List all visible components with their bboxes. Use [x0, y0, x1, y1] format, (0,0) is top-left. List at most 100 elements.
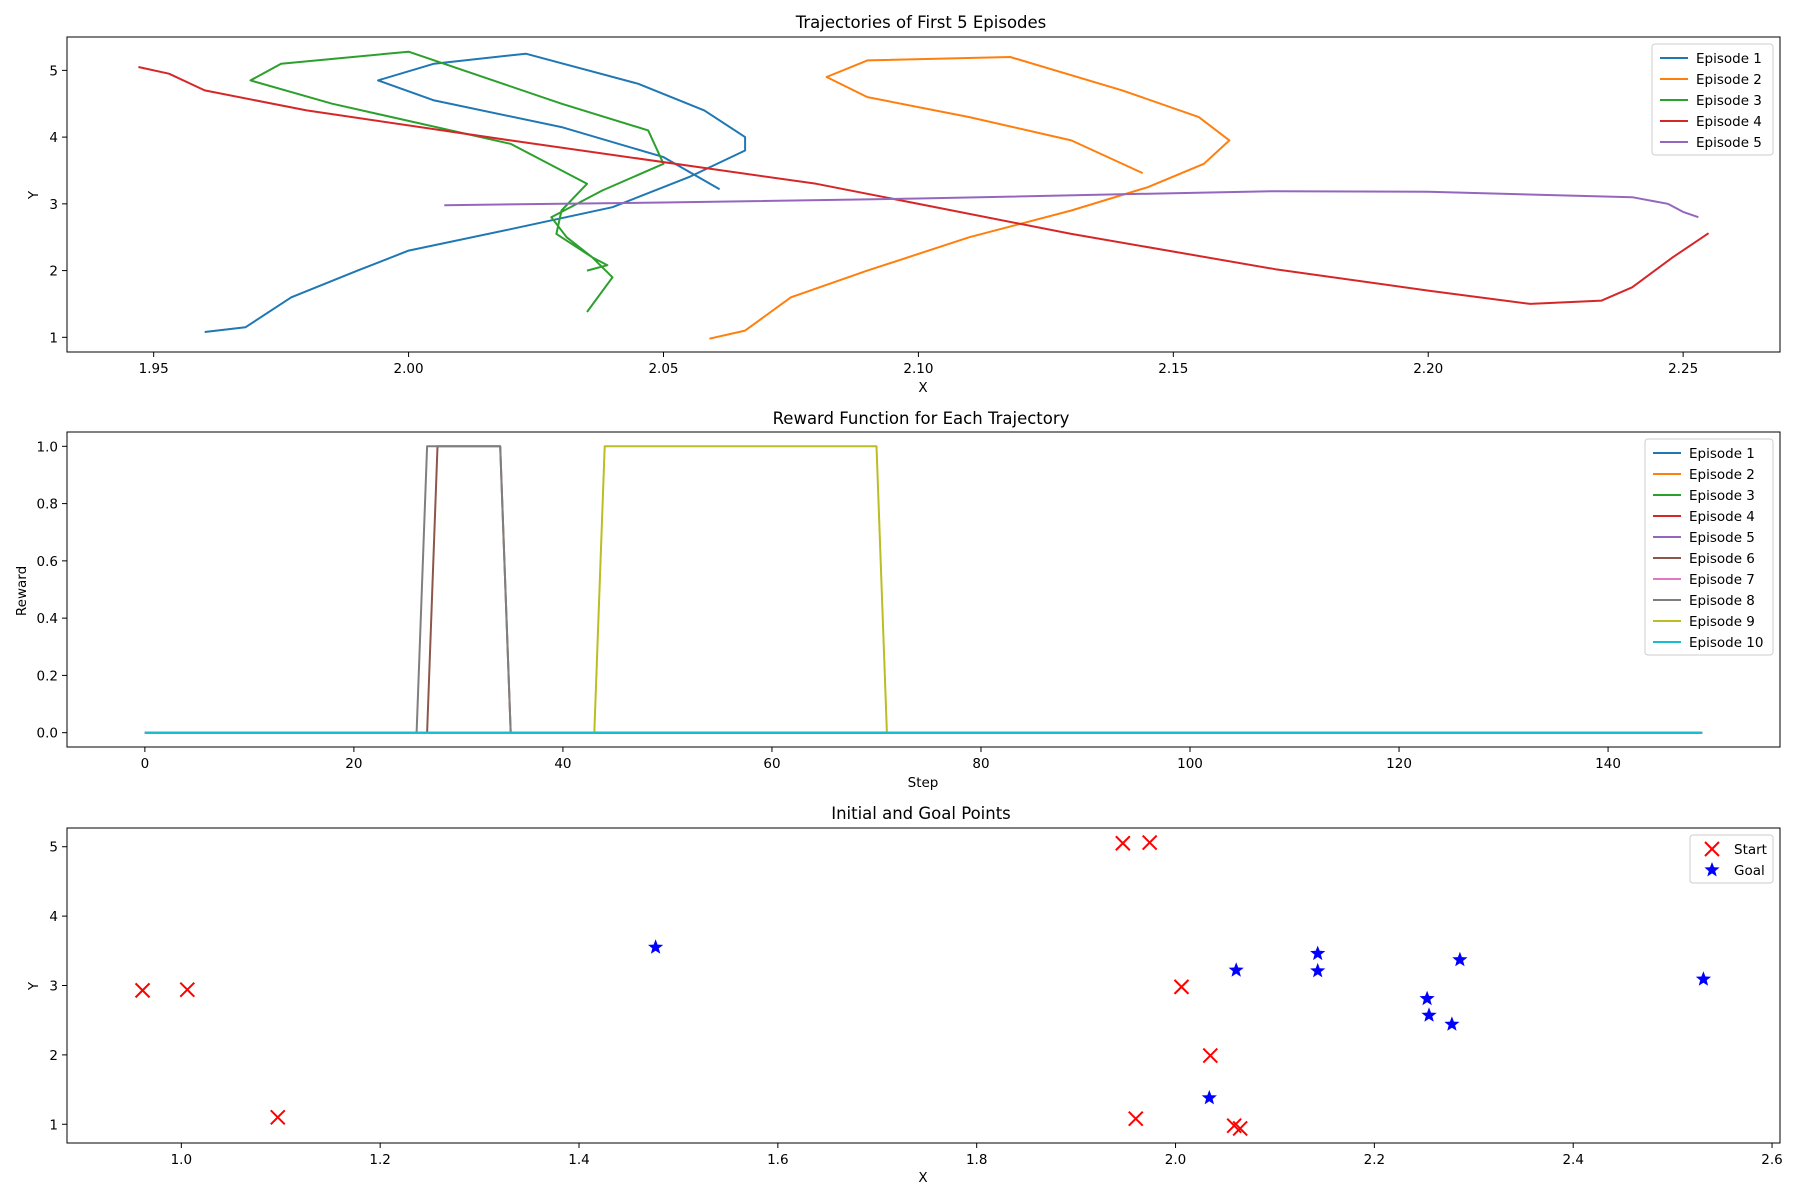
goal-point-marker	[1310, 962, 1326, 978]
x-tick-label: 100	[1177, 756, 1203, 772]
y-axis: 1 2 3 4 5	[49, 63, 67, 346]
series-line-episode-3	[249, 50, 665, 313]
goal-point-marker	[1444, 1016, 1460, 1031]
y-axis: 1 2 3 4 5	[49, 840, 67, 1133]
x-tick-label: 0	[141, 756, 150, 772]
x-axis-label: X	[918, 1170, 927, 1186]
x-tick-label: 2.10	[903, 361, 933, 377]
legend-label: Episode 7	[1689, 572, 1755, 588]
axes-frame	[66, 827, 1781, 1144]
y-tick-label: 0.4	[37, 611, 58, 627]
y-tick-label: 0.8	[37, 497, 58, 513]
series-line-episode-2	[709, 56, 1231, 340]
chart-title: Initial and Goal Points	[831, 804, 1011, 823]
x-axis: 0 20 40 60 80 100 120 140	[141, 747, 1621, 772]
y-tick-label: 5	[49, 63, 58, 79]
legend-box	[1651, 43, 1774, 156]
x-tick-label: 2.20	[1413, 361, 1443, 377]
y-axis: 0.0 0.2 0.4 0.6 0.8 1.0	[37, 439, 67, 742]
goal-point-marker	[1419, 990, 1435, 1006]
legend-label: Episode 5	[1696, 135, 1762, 151]
x-axis-label: X	[918, 380, 927, 396]
x-tick-label: 2.05	[648, 361, 678, 377]
y-tick-label: 0.6	[37, 554, 58, 570]
legend-label: Episode 8	[1689, 593, 1755, 609]
legend-label: Episode 2	[1696, 72, 1762, 88]
y-tick-label: 3	[49, 979, 58, 995]
legend-swatch	[1704, 862, 1720, 877]
y-tick-label: 1	[49, 1117, 58, 1133]
legend: Episode 1 Episode 2 Episode 3 Episode 4 Epis…	[1644, 438, 1774, 656]
points-panel: Initial and Goal Points 1.0 1.2 1.4 1.6 1.8 2…	[26, 804, 1783, 1186]
legend-label: Episode 4	[1696, 114, 1762, 130]
y-tick-label: 5	[49, 840, 58, 856]
plot-area	[138, 50, 1710, 340]
legend-label: Episode 5	[1689, 530, 1755, 546]
legend-label: Episode 3	[1696, 93, 1762, 109]
y-tick-label: 4	[49, 909, 58, 925]
legend-label: Episode 10	[1689, 635, 1764, 651]
series-line-episode-1	[204, 52, 747, 333]
reward-panel: Reward Function for Each Trajectory 0 20 4…	[14, 409, 1781, 791]
series-line-episode-4	[138, 66, 1710, 305]
y-axis-label: Reward	[14, 566, 30, 616]
x-tick-label: 20	[345, 756, 362, 772]
axes-frame	[66, 36, 1781, 353]
y-tick-label: 0.2	[37, 668, 58, 684]
axes-frame	[66, 431, 1781, 748]
legend-label: Episode 4	[1689, 509, 1755, 525]
legend: Episode 1 Episode 2 Episode 3 Episode 4 Epis…	[1651, 43, 1774, 156]
legend-label: Goal	[1734, 863, 1765, 879]
start-point-marker	[134, 982, 151, 999]
legend-label: Episode 9	[1689, 614, 1755, 630]
legend-label: Episode 6	[1689, 551, 1755, 567]
goal-point-marker	[1228, 962, 1244, 977]
y-axis-label: Y	[26, 981, 42, 991]
x-axis: 1.0 1.2 1.4 1.6 1.8 2.0 2.2 2.4 2.6	[171, 1143, 1783, 1168]
start-point-marker	[1173, 979, 1190, 995]
x-tick-label: 80	[972, 756, 989, 772]
y-axis-label: Y	[26, 190, 42, 200]
start-point-marker	[1141, 834, 1158, 851]
legend-label: Start	[1734, 842, 1767, 858]
start-point-marker	[1202, 1047, 1219, 1064]
x-tick-label: 2.4	[1562, 1152, 1583, 1168]
x-tick-label: 1.2	[369, 1152, 390, 1168]
legend: Start Goal	[1689, 834, 1774, 884]
x-tick-label: 2.2	[1364, 1152, 1385, 1168]
x-tick-label: 2.25	[1668, 361, 1698, 377]
x-tick-label: 120	[1386, 756, 1412, 772]
start-point-marker	[1128, 1111, 1144, 1127]
x-tick-label: 2.0	[1165, 1152, 1186, 1168]
y-tick-label: 1.0	[37, 439, 58, 455]
start-point-marker	[1115, 835, 1131, 851]
x-tick-label: 2.6	[1761, 1152, 1782, 1168]
y-tick-label: 4	[49, 130, 58, 146]
x-tick-label: 140	[1595, 756, 1621, 772]
series-line-episode-5	[444, 190, 1699, 219]
goal-point-marker	[648, 939, 664, 954]
plot-area	[144, 445, 1703, 734]
x-axis: 1.95 2.00 2.05 2.10 2.15 2.20 2.25	[139, 352, 1698, 377]
chart-title: Reward Function for Each Trajectory	[773, 409, 1070, 428]
x-tick-label: 1.8	[966, 1152, 987, 1168]
y-tick-label: 2	[49, 1048, 58, 1064]
legend-label: Episode 2	[1689, 467, 1755, 483]
goal-point-marker	[1201, 1089, 1217, 1105]
start-point-marker	[1232, 1120, 1248, 1137]
x-tick-label: 1.0	[171, 1152, 192, 1168]
legend-label: Episode 3	[1689, 488, 1755, 504]
x-tick-label: 2.15	[1158, 361, 1188, 377]
x-tick-label: 1.4	[568, 1152, 589, 1168]
y-tick-label: 1	[49, 330, 58, 346]
x-tick-label: 1.95	[139, 361, 169, 377]
legend-label: Episode 1	[1689, 446, 1755, 462]
y-tick-label: 2	[49, 264, 58, 280]
goal-point-marker	[1421, 1007, 1437, 1022]
goal-point-marker	[1695, 971, 1712, 986]
goal-point-marker	[1452, 951, 1468, 967]
y-tick-label: 3	[49, 197, 58, 213]
goal-point-marker	[1310, 945, 1326, 961]
